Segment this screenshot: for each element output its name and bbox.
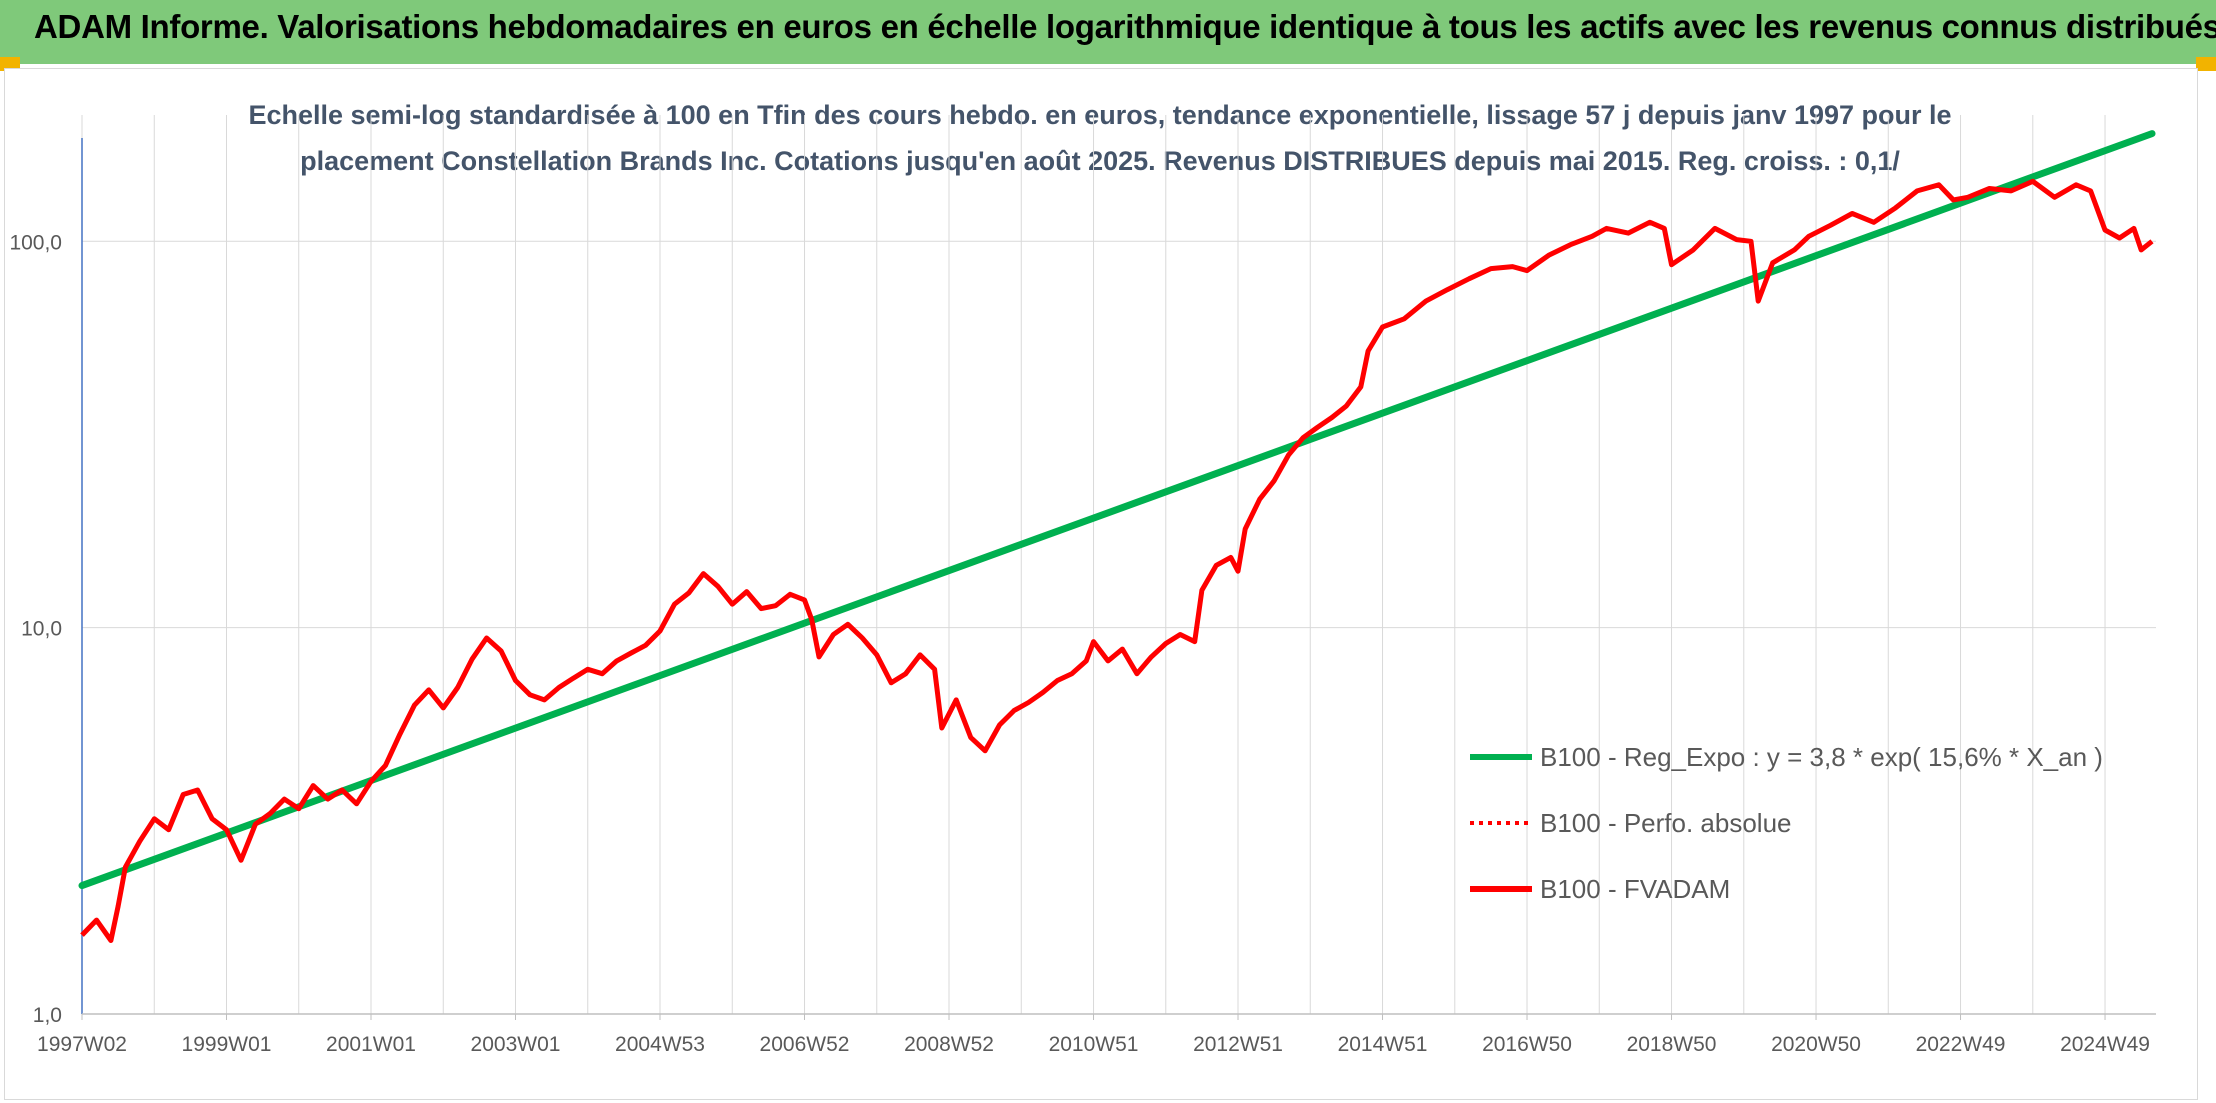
chart-title: Echelle semi-log standardisée à 100 en T… [248,100,1952,176]
x-tick-label: 2014W51 [1338,1033,1428,1056]
legend-label: B100 - Perfo. absolue [1540,808,1792,838]
x-tick-label: 2008W52 [904,1033,994,1056]
legend-label: B100 - Reg_Expo : y = 3,8 * exp( 15,6% *… [1540,742,2103,772]
corner-marker-right [2196,57,2216,71]
x-tick-label: 2018W50 [1627,1033,1717,1056]
header-banner: ADAM Informe. Valorisations hebdomadaire… [0,0,2216,64]
series-line-reg-expo [78,130,2156,890]
legend-label: B100 - FVADAM [1540,874,1730,904]
x-tick-label: 2024W49 [2060,1033,2150,1056]
x-tick-label: 2010W51 [1049,1033,1139,1056]
x-tick-label: 2020W50 [1771,1033,1861,1056]
x-tick-label: 2003W01 [471,1033,561,1056]
page-title: ADAM Informe. Valorisations hebdomadaire… [34,8,2216,45]
x-tick-label: 2016W50 [1482,1033,1572,1056]
x-tick-label: 2001W01 [326,1033,416,1056]
x-tick-label: 1997W02 [37,1033,127,1056]
x-tick-label: 2006W52 [760,1033,850,1056]
chart-area [4,68,2198,1100]
x-tick-label: 2004W53 [615,1033,705,1056]
y-tick-label: 10,0 [21,618,62,641]
x-tick-label: 1999W01 [182,1033,272,1056]
x-tick-label: 2012W51 [1193,1033,1283,1056]
corner-marker-left [0,57,20,71]
x-tick-label: 2022W49 [1916,1033,2006,1056]
series-line-fvadam [80,178,2154,943]
y-tick-label: 100,0 [9,231,62,254]
y-tick-label: 1,0 [33,1004,62,1027]
